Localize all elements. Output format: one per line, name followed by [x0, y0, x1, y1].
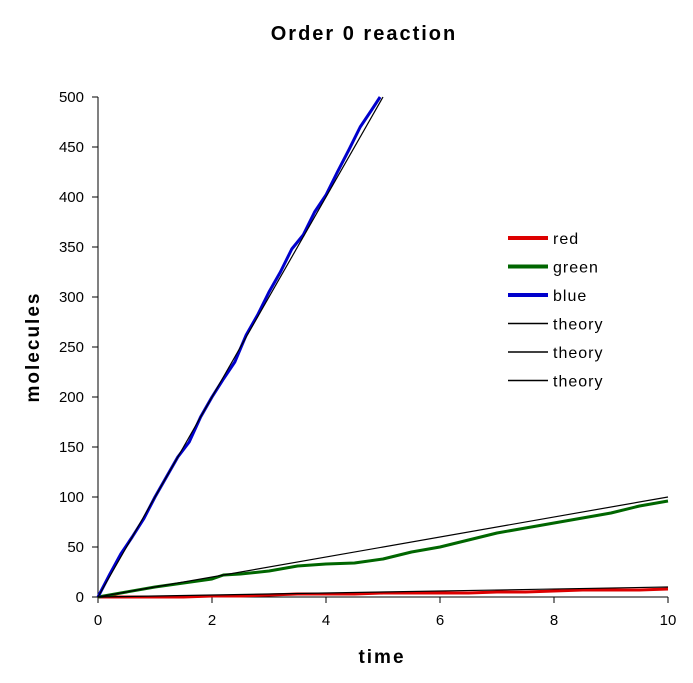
series-line-5: [97, 96, 384, 598]
x-tick-label: 8: [550, 612, 558, 629]
y-tick-label: 100: [59, 489, 84, 506]
x-tick-label: 0: [94, 612, 102, 629]
x-axis-label: time: [358, 647, 405, 668]
y-tick-label: 450: [59, 139, 84, 156]
series-line-1: [97, 499, 669, 599]
series-line-0: [98, 587, 669, 599]
y-tick-label: 500: [59, 89, 84, 106]
x-tick-label: 10: [660, 612, 677, 629]
y-tick-label: 50: [67, 539, 84, 556]
series-line-4: [97, 496, 669, 598]
legend-label-4: theory: [553, 345, 603, 362]
y-tick-label: 300: [59, 289, 84, 306]
y-tick-label: 250: [59, 339, 84, 356]
legend-label-3: theory: [553, 317, 603, 334]
legend-label-1: green: [553, 260, 599, 277]
legend-label-5: theory: [553, 374, 603, 391]
y-axis-label: molecules: [23, 292, 44, 403]
x-tick-label: 6: [436, 612, 444, 629]
y-tick-label: 200: [59, 389, 84, 406]
x-tick-label: 2: [208, 612, 216, 629]
axes: 0 50 100 150 200 250 300 350 400 450 500 0 2 4 6 8 10: [59, 89, 676, 629]
chart-title: Order 0 reaction: [271, 23, 458, 45]
x-tick-label: 4: [322, 612, 330, 629]
legend-label-2: blue: [553, 288, 587, 305]
y-tick-label: 0: [76, 589, 84, 606]
y-tick-label: 400: [59, 189, 84, 206]
series-line-2: [96, 96, 382, 598]
plot-area: [96, 96, 669, 599]
y-tick-label: 150: [59, 439, 84, 456]
series-line-3: [97, 586, 669, 598]
y-tick-label: 350: [59, 239, 84, 256]
legend-label-0: red: [553, 231, 579, 248]
legend: red green blue theory theory theory: [508, 231, 603, 391]
